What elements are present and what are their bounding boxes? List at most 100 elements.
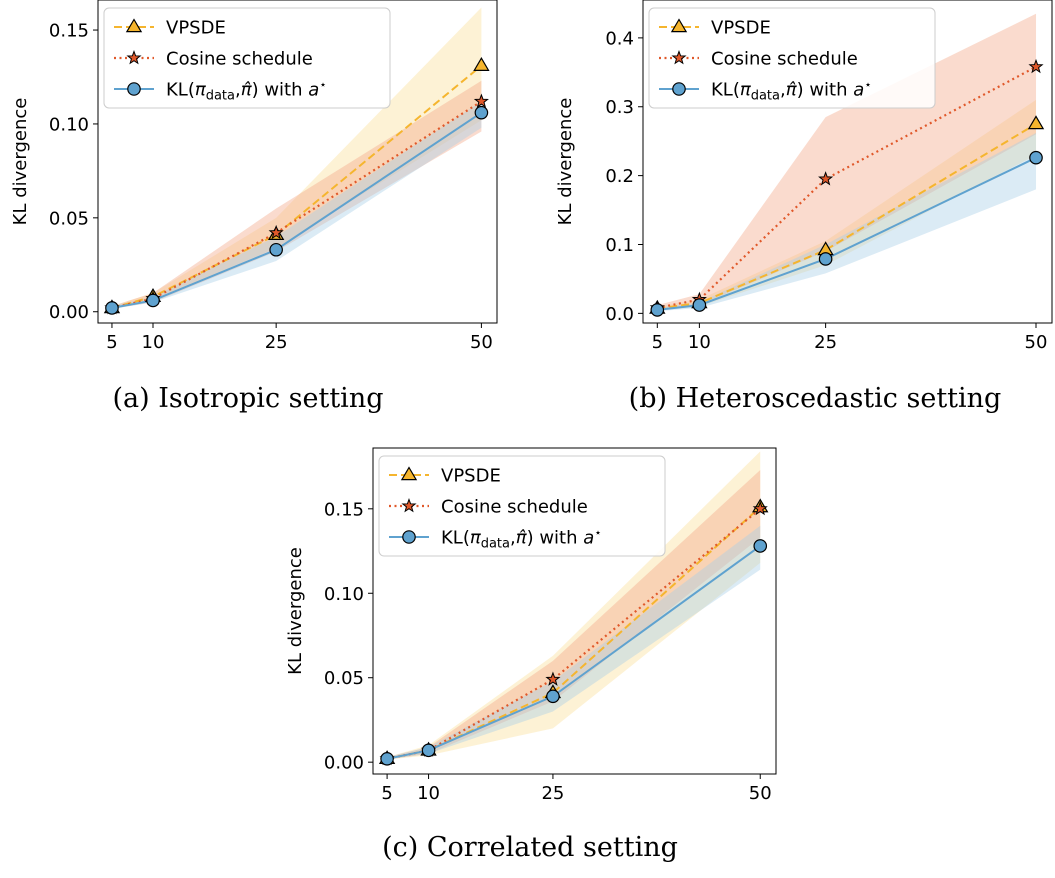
- x-tick-label: 10: [142, 332, 165, 353]
- x-tick-label: 25: [814, 332, 837, 353]
- data-point-kl: [1029, 150, 1043, 165]
- data-point-cosine: [818, 171, 834, 186]
- legend-kl-part: π̂: [786, 80, 798, 101]
- plot-frame: [97, 0, 498, 324]
- legend-label-kl: KL(πdata,π̂) with a⋆: [166, 78, 327, 104]
- legend-box: [648, 7, 936, 109]
- series-line-vpsde: [386, 506, 761, 760]
- data-point-cosine: [752, 500, 768, 516]
- legend-kl-part: π̂: [241, 80, 253, 101]
- series-line-kl: [657, 156, 1037, 311]
- y-tick-label: 0.2: [605, 166, 634, 187]
- data-point-cosine: [1028, 58, 1044, 74]
- legend-kl-part: a: [308, 80, 319, 101]
- band-vpsde: [387, 451, 761, 760]
- legend-kl-part: a: [853, 80, 864, 101]
- legend-label-kl: KL(πdata,π̂) with a⋆: [441, 526, 602, 552]
- data-point-kl: [818, 252, 833, 266]
- data-point-kl: [105, 301, 119, 315]
- legend-kl-part: ⋆: [319, 78, 327, 92]
- legend-kl-part: data: [481, 537, 510, 552]
- legend: VPSDE Cosine schedule KL(πdata,π̂) with a⋆: [378, 455, 666, 557]
- legend-label-cosine: Cosine schedule: [166, 49, 313, 70]
- plot-frame: [372, 447, 777, 775]
- data-point-kl: [753, 539, 768, 553]
- legend-kl-part: ) with: [527, 528, 584, 549]
- x-tick-label: 10: [417, 783, 440, 804]
- data-point-kl: [650, 303, 665, 317]
- y-axis-label: KL divergence: [285, 547, 306, 675]
- legend-kl-part: π: [740, 80, 752, 101]
- legend-kl-part: ) with: [797, 80, 854, 101]
- x-tick-label: 5: [652, 332, 663, 353]
- x-tick-label: 50: [470, 332, 493, 353]
- legend-label-vpsde: VPSDE: [711, 18, 771, 39]
- chart-panel-3: 0.00 0.05 0.10 0.15 5 10 25 50 KL divergence (c) …: [285, 447, 777, 863]
- legend-kl-part: a: [583, 528, 594, 549]
- x-tick-label: 5: [381, 783, 392, 804]
- y-tick-label: 0.05: [324, 668, 364, 689]
- y-tick-label: 0.15: [49, 21, 89, 42]
- y-axis-label: KL divergence: [10, 98, 31, 226]
- legend: VPSDE Cosine schedule KL(πdata,π̂) with a⋆: [103, 7, 391, 109]
- series-line-cosine: [111, 100, 482, 310]
- data-point-cosine: [268, 224, 284, 240]
- legend-label-cosine: Cosine schedule: [711, 49, 858, 70]
- panel-caption: (c) Correlated setting: [382, 832, 678, 863]
- legend-kl-part: π: [470, 528, 482, 549]
- legend-kl-part: π: [195, 80, 207, 101]
- legend-kl-part: KL(: [711, 80, 740, 101]
- data-point-kl: [421, 743, 436, 758]
- x-tick-label: 25: [265, 332, 288, 353]
- legend-kl-part: π̂: [516, 528, 528, 549]
- data-point-kl: [380, 751, 394, 766]
- legend-label-vpsde: VPSDE: [166, 18, 226, 39]
- x-tick-label: 10: [688, 332, 711, 353]
- data-point-cosine: [545, 671, 561, 686]
- x-tick-label: 5: [106, 332, 117, 353]
- legend-label-kl: KL(πdata,π̂) with a⋆: [711, 78, 872, 104]
- legend-kl-part: data: [751, 89, 780, 104]
- legend-kl-part: ⋆: [864, 78, 872, 92]
- series-line-kl: [386, 545, 761, 760]
- legend-marker-kl: [127, 82, 141, 96]
- data-point-kl: [269, 242, 283, 257]
- y-tick-label: 0.1: [605, 235, 634, 256]
- y-tick-label: 0.00: [49, 302, 89, 323]
- y-tick-label: 0.10: [324, 584, 364, 605]
- x-tick-label: 50: [1025, 332, 1048, 353]
- legend-marker-vpsde: [400, 466, 418, 481]
- y-tick-label: 0.00: [324, 753, 364, 774]
- y-tick-label: 0.4: [605, 28, 634, 49]
- legend-kl-part: data: [206, 89, 235, 104]
- y-tick-label: 0.0: [605, 304, 634, 325]
- data-point-cosine: [473, 93, 489, 108]
- data-point-kl: [546, 689, 560, 704]
- legend-marker-kl: [672, 82, 686, 96]
- series-line-kl: [111, 111, 482, 309]
- legend-marker-cosine: [671, 50, 687, 65]
- chart-panel-1: 0.00 0.05 0.10 0.15 5 10 25 50 KL divergence (a) …: [10, 0, 498, 414]
- series-line-vpsde: [657, 123, 1037, 310]
- y-axis-label: KL divergence: [555, 98, 576, 226]
- y-tick-label: 0.10: [49, 114, 89, 135]
- y-tick-label: 0.15: [324, 499, 364, 520]
- band-vpsde: [111, 7, 482, 309]
- legend-kl-part: ,: [780, 80, 786, 101]
- series-line-cosine: [386, 507, 761, 760]
- legend-marker-vpsde: [125, 18, 143, 33]
- legend-box: [103, 7, 391, 109]
- legend-kl-part: ⋆: [594, 526, 602, 540]
- legend-kl-part: ,: [235, 80, 241, 101]
- y-tick-label: 0.3: [605, 97, 634, 118]
- data-point-kl: [146, 293, 160, 308]
- legend-kl-part: ) with: [252, 80, 309, 101]
- panel-caption: (b) Heteroscedastic setting: [629, 383, 1002, 414]
- band-cosine: [657, 13, 1037, 311]
- legend: VPSDE Cosine schedule KL(πdata,π̂) with a⋆: [648, 7, 936, 109]
- legend-marker-cosine: [126, 50, 142, 65]
- y-tick-label: 0.05: [49, 208, 89, 229]
- data-point-vpsde: [1027, 115, 1045, 130]
- x-tick-label: 25: [541, 783, 564, 804]
